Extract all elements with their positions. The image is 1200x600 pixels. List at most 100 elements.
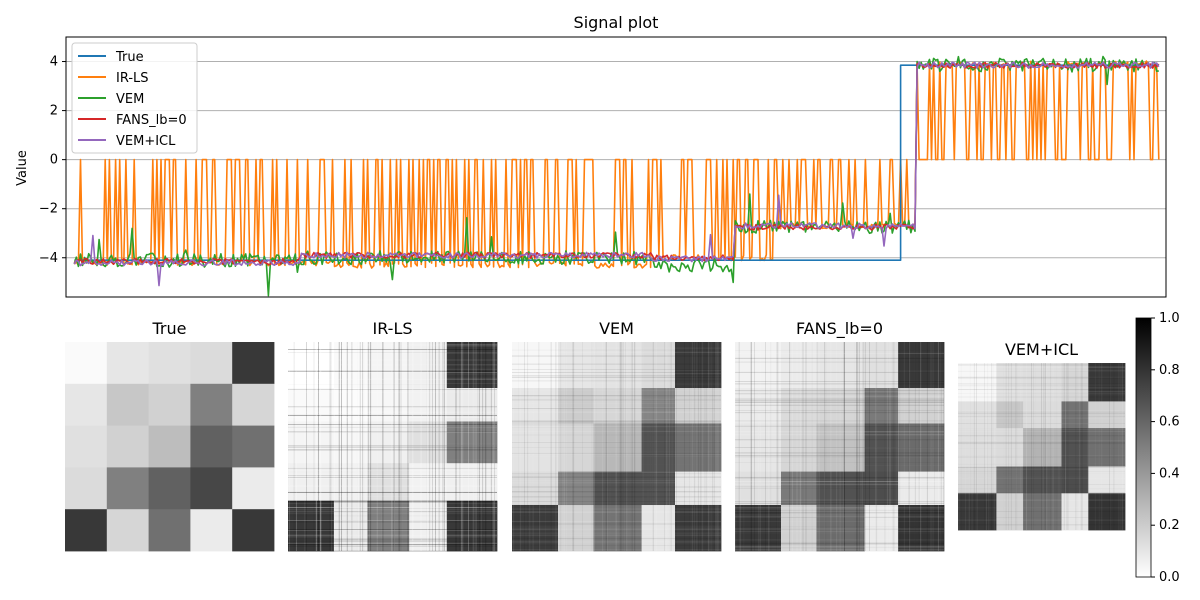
heatmap-streak	[288, 502, 497, 504]
heatmap-streak	[293, 342, 295, 551]
legend-box	[71, 42, 198, 154]
heatmap-streak	[735, 545, 944, 547]
heatmap-streak	[735, 431, 944, 433]
colorbar-tick-label: 0.2	[1159, 518, 1180, 533]
heatmap-streak	[958, 391, 1125, 392]
heatmap-streak	[1008, 363, 1010, 530]
y-axis-ticks: −4 −2 0 2 4	[39, 55, 66, 266]
heatmap-streak	[735, 425, 944, 427]
heatmap-cell	[558, 471, 594, 506]
heatmap-streak	[288, 501, 497, 503]
heatmap-streak	[288, 411, 497, 413]
heatmap-cell	[641, 423, 676, 472]
heatmap-streak	[704, 342, 706, 551]
heatmap-streak	[818, 342, 820, 551]
heatmap-streak	[958, 476, 1125, 477]
heatmap-streak	[288, 364, 497, 365]
heatmap-streak	[648, 342, 649, 551]
heatmap-cell	[446, 500, 498, 552]
heatmap-streak	[512, 535, 721, 537]
heatmap-streak	[875, 342, 876, 551]
heatmap-streak	[288, 468, 497, 469]
heatmap-streak	[338, 342, 340, 551]
heatmap-streak	[288, 370, 497, 372]
heatmap-streak	[943, 342, 945, 551]
heatmap-streak	[735, 508, 944, 510]
heatmap-streak	[512, 395, 721, 396]
heatmap-streak	[288, 539, 497, 541]
heatmap-streak	[529, 342, 531, 551]
heatmap-streak	[605, 342, 607, 551]
heatmap-cell	[232, 383, 275, 426]
heatmap-streak	[494, 342, 496, 551]
heatmap-streak	[1094, 363, 1096, 530]
heatmap-cell	[816, 388, 865, 424]
heatmap-cell	[288, 500, 335, 552]
heatmap-streak	[700, 342, 702, 551]
heatmap-streak	[512, 426, 721, 428]
heatmap-cell	[558, 388, 594, 424]
heatmap-streak	[288, 477, 497, 478]
heatmap-streak	[474, 342, 476, 551]
heatmap-streak	[398, 342, 400, 551]
heatmap-cell	[996, 363, 1024, 402]
heatmap-cell	[1088, 493, 1126, 531]
heatmap-streak	[735, 372, 944, 373]
heatmap-streak	[1118, 363, 1120, 530]
heatmap-streak	[550, 342, 552, 551]
heatmap-streak	[735, 350, 944, 351]
heatmap-streak	[735, 465, 944, 466]
heatmap-streak	[288, 545, 497, 547]
heatmap-cell	[816, 342, 865, 389]
heatmap-true: True	[65, 319, 275, 552]
heatmap-streak	[716, 342, 718, 551]
heatmap-streak	[796, 342, 798, 551]
heatmap-streak	[1031, 363, 1032, 530]
heatmap-streak	[460, 342, 462, 551]
heatmap-streak	[735, 484, 944, 485]
heatmap-streak	[739, 342, 740, 551]
heatmap-cell	[593, 423, 642, 472]
heatmap-cell	[106, 342, 149, 385]
heatmap-streak	[735, 505, 944, 507]
series-lines	[73, 55, 1160, 297]
heatmap-streak	[986, 363, 987, 530]
heatmap-streak	[839, 342, 841, 551]
heatmap-streak	[735, 501, 944, 503]
heatmap-streak	[735, 484, 944, 486]
heatmap-streak	[735, 401, 944, 403]
heatmap-streak	[564, 342, 565, 551]
heatmap-streak	[735, 435, 944, 436]
heatmap-cell	[1023, 401, 1062, 429]
heatmap-streak	[492, 342, 494, 551]
heatmap-streak	[572, 342, 574, 551]
heatmap-streak	[735, 516, 944, 518]
heatmap-streak	[958, 370, 1125, 372]
heatmap-streak	[958, 511, 1125, 512]
heatmap-streak	[1066, 363, 1068, 530]
heatmap-streak	[288, 406, 497, 408]
heatmap-cell	[675, 388, 722, 424]
heatmap-streak	[931, 342, 933, 551]
heatmap-streak	[391, 342, 393, 551]
heatmap-streak	[512, 402, 721, 404]
heatmap-streak	[468, 342, 469, 551]
heatmap-streak	[288, 507, 497, 509]
heatmap-streak	[768, 342, 770, 551]
heatmap-streak	[512, 370, 721, 371]
heatmap-streak	[869, 342, 870, 551]
heatmap-streak	[735, 546, 944, 548]
heatmap-streak	[909, 342, 911, 551]
heatmap-streak	[288, 500, 497, 502]
heatmap-streak	[432, 342, 433, 551]
heatmap-streak	[735, 479, 944, 480]
heatmap-cell	[409, 421, 448, 464]
heatmap-streak	[288, 391, 497, 393]
heatmap-streak	[407, 342, 408, 551]
heatmap-streak	[288, 431, 497, 433]
heatmap-streak	[735, 358, 944, 359]
heatmap-streak	[493, 342, 494, 551]
heatmap-streak	[988, 363, 990, 530]
heatmap-vem-icl: VEM+ICL	[958, 340, 1126, 531]
heatmap-cell	[232, 342, 275, 385]
